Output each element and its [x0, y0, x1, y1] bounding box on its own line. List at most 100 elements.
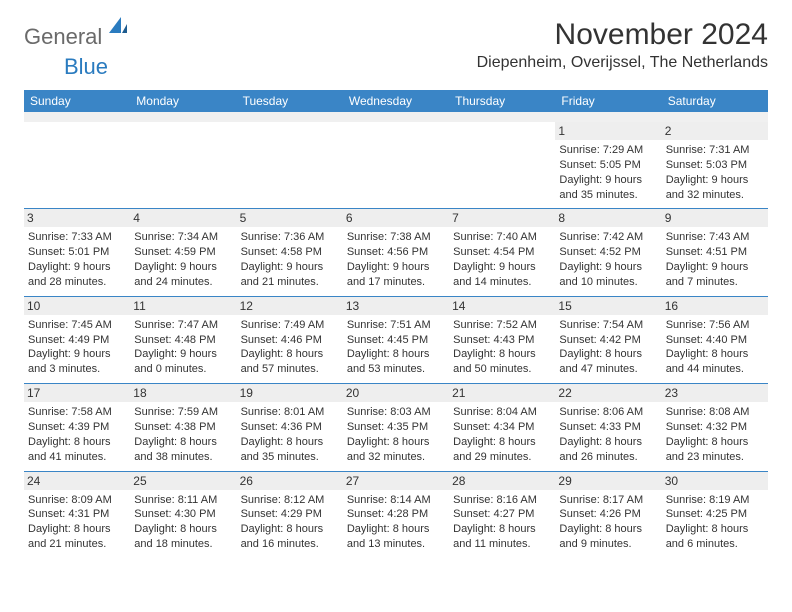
sunset-text: Sunset: 4:54 PM: [453, 245, 551, 260]
daylight-text: Daylight: 9 hours and 7 minutes.: [666, 260, 764, 290]
sunrise-text: Sunrise: 8:01 AM: [241, 405, 339, 420]
calendar-day-cell: 1Sunrise: 7:29 AMSunset: 5:05 PMDaylight…: [555, 122, 661, 209]
calendar-day-cell: 14Sunrise: 7:52 AMSunset: 4:43 PMDayligh…: [449, 296, 555, 383]
calendar-day-cell: 16Sunrise: 7:56 AMSunset: 4:40 PMDayligh…: [662, 296, 768, 383]
sunset-text: Sunset: 4:43 PM: [453, 333, 551, 348]
daylight-text: Daylight: 8 hours and 26 minutes.: [559, 435, 657, 465]
day-header: Tuesday: [237, 90, 343, 112]
sunrise-text: Sunrise: 8:12 AM: [241, 493, 339, 508]
daylight-text: Daylight: 9 hours and 32 minutes.: [666, 173, 764, 203]
sunset-text: Sunset: 4:56 PM: [347, 245, 445, 260]
day-header: Wednesday: [343, 90, 449, 112]
sunrise-text: Sunrise: 7:43 AM: [666, 230, 764, 245]
daylight-text: Daylight: 8 hours and 16 minutes.: [241, 522, 339, 552]
calendar-day-cell: 23Sunrise: 8:08 AMSunset: 4:32 PMDayligh…: [662, 384, 768, 471]
day-number: 1: [555, 122, 661, 140]
sunrise-text: Sunrise: 7:29 AM: [559, 143, 657, 158]
sunset-text: Sunset: 4:36 PM: [241, 420, 339, 435]
sunrise-text: Sunrise: 7:38 AM: [347, 230, 445, 245]
calendar-day-cell: 29Sunrise: 8:17 AMSunset: 4:26 PMDayligh…: [555, 471, 661, 558]
day-number: 9: [662, 209, 768, 227]
sunrise-text: Sunrise: 7:58 AM: [28, 405, 126, 420]
sunset-text: Sunset: 4:52 PM: [559, 245, 657, 260]
sunrise-text: Sunrise: 7:52 AM: [453, 318, 551, 333]
daylight-text: Daylight: 8 hours and 11 minutes.: [453, 522, 551, 552]
day-number: 19: [237, 384, 343, 402]
sunrise-text: Sunrise: 8:04 AM: [453, 405, 551, 420]
day-number: 14: [449, 297, 555, 315]
daylight-text: Daylight: 9 hours and 24 minutes.: [134, 260, 232, 290]
day-number: 22: [555, 384, 661, 402]
calendar-week-row: 10Sunrise: 7:45 AMSunset: 4:49 PMDayligh…: [24, 296, 768, 383]
calendar-day-cell: 22 Sunrise: 8:06 AMSunset: 4:33 PMDayligh…: [555, 384, 661, 471]
calendar-week-row: .....1Sunrise: 7:29 AMSunset: 5:05 PMDay…: [24, 122, 768, 209]
sunrise-text: Sunrise: 7:34 AM: [134, 230, 232, 245]
calendar-day-cell: 2Sunrise: 7:31 AMSunset: 5:03 PMDaylight…: [662, 122, 768, 209]
daylight-text: Daylight: 9 hours and 28 minutes.: [28, 260, 126, 290]
calendar-week-row: 3Sunrise: 7:33 AMSunset: 5:01 PMDaylight…: [24, 209, 768, 296]
sunrise-text: Sunrise: 8:06 AM: [559, 405, 657, 420]
sunrise-text: Sunrise: 8:09 AM: [28, 493, 126, 508]
daylight-text: Daylight: 8 hours and 57 minutes.: [241, 347, 339, 377]
sunset-text: Sunset: 4:27 PM: [453, 507, 551, 522]
day-number: 25: [130, 472, 236, 490]
sunset-text: Sunset: 4:58 PM: [241, 245, 339, 260]
sunrise-text: Sunrise: 8:03 AM: [347, 405, 445, 420]
calendar-day-cell: 26Sunrise: 8:12 AMSunset: 4:29 PMDayligh…: [237, 471, 343, 558]
sunset-text: Sunset: 4:42 PM: [559, 333, 657, 348]
daylight-text: Daylight: 9 hours and 0 minutes.: [134, 347, 232, 377]
daylight-text: Daylight: 8 hours and 47 minutes.: [559, 347, 657, 377]
sunset-text: Sunset: 4:35 PM: [347, 420, 445, 435]
day-number: 11: [130, 297, 236, 315]
calendar-day-cell: .: [237, 122, 343, 209]
calendar-day-cell: .: [449, 122, 555, 209]
sunrise-text: Sunrise: 7:56 AM: [666, 318, 764, 333]
daylight-text: Daylight: 8 hours and 53 minutes.: [347, 347, 445, 377]
calendar-page: General November 2024 Diepenheim, Overij…: [0, 0, 792, 558]
day-number: 30: [662, 472, 768, 490]
calendar-day-cell: 11 Sunrise: 7:47 AMSunset: 4:48 PMDayligh…: [130, 296, 236, 383]
daylight-text: Daylight: 8 hours and 18 minutes.: [134, 522, 232, 552]
sail-icon: [107, 15, 129, 42]
day-number: 27: [343, 472, 449, 490]
sunset-text: Sunset: 4:48 PM: [134, 333, 232, 348]
day-number: 24: [24, 472, 130, 490]
sunset-text: Sunset: 4:45 PM: [347, 333, 445, 348]
calendar-week-row: 17Sunrise: 7:58 AMSunset: 4:39 PMDayligh…: [24, 384, 768, 471]
sunrise-text: Sunrise: 7:33 AM: [28, 230, 126, 245]
sunrise-text: Sunrise: 8:14 AM: [347, 493, 445, 508]
calendar-day-cell: 27Sunrise: 8:14 AMSunset: 4:28 PMDayligh…: [343, 471, 449, 558]
calendar-day-cell: 12Sunrise: 7:49 AMSunset: 4:46 PMDayligh…: [237, 296, 343, 383]
calendar-day-cell: 17Sunrise: 7:58 AMSunset: 4:39 PMDayligh…: [24, 384, 130, 471]
calendar-day-cell: .: [343, 122, 449, 209]
day-number: 17: [24, 384, 130, 402]
daylight-text: Daylight: 8 hours and 6 minutes.: [666, 522, 764, 552]
sunset-text: Sunset: 4:32 PM: [666, 420, 764, 435]
daylight-text: Daylight: 8 hours and 41 minutes.: [28, 435, 126, 465]
sunrise-text: Sunrise: 7:40 AM: [453, 230, 551, 245]
sunset-text: Sunset: 4:40 PM: [666, 333, 764, 348]
day-number: 15: [555, 297, 661, 315]
sunset-text: Sunset: 4:25 PM: [666, 507, 764, 522]
day-number: 3: [24, 209, 130, 227]
calendar-day-cell: 8Sunrise: 7:42 AMSunset: 4:52 PMDaylight…: [555, 209, 661, 296]
sunset-text: Sunset: 4:28 PM: [347, 507, 445, 522]
day-number: 29: [555, 472, 661, 490]
sunrise-text: Sunrise: 7:47 AM: [134, 318, 232, 333]
sunset-text: Sunset: 5:03 PM: [666, 158, 764, 173]
sunrise-text: Sunrise: 7:31 AM: [666, 143, 764, 158]
calendar-day-cell: 5Sunrise: 7:36 AMSunset: 4:58 PMDaylight…: [237, 209, 343, 296]
sunset-text: Sunset: 4:34 PM: [453, 420, 551, 435]
day-number: 5: [237, 209, 343, 227]
calendar-day-cell: 19Sunrise: 8:01 AMSunset: 4:36 PMDayligh…: [237, 384, 343, 471]
day-number: 20: [343, 384, 449, 402]
sunset-text: Sunset: 4:51 PM: [666, 245, 764, 260]
sunrise-text: Sunrise: 7:54 AM: [559, 318, 657, 333]
calendar-week-row: 24Sunrise: 8:09 AMSunset: 4:31 PMDayligh…: [24, 471, 768, 558]
calendar-day-cell: 24Sunrise: 8:09 AMSunset: 4:31 PMDayligh…: [24, 471, 130, 558]
sunrise-text: Sunrise: 7:49 AM: [241, 318, 339, 333]
calendar-day-cell: 21Sunrise: 8:04 AMSunset: 4:34 PMDayligh…: [449, 384, 555, 471]
day-number: 23: [662, 384, 768, 402]
calendar-day-cell: 3Sunrise: 7:33 AMSunset: 5:01 PMDaylight…: [24, 209, 130, 296]
sunset-text: Sunset: 4:33 PM: [559, 420, 657, 435]
